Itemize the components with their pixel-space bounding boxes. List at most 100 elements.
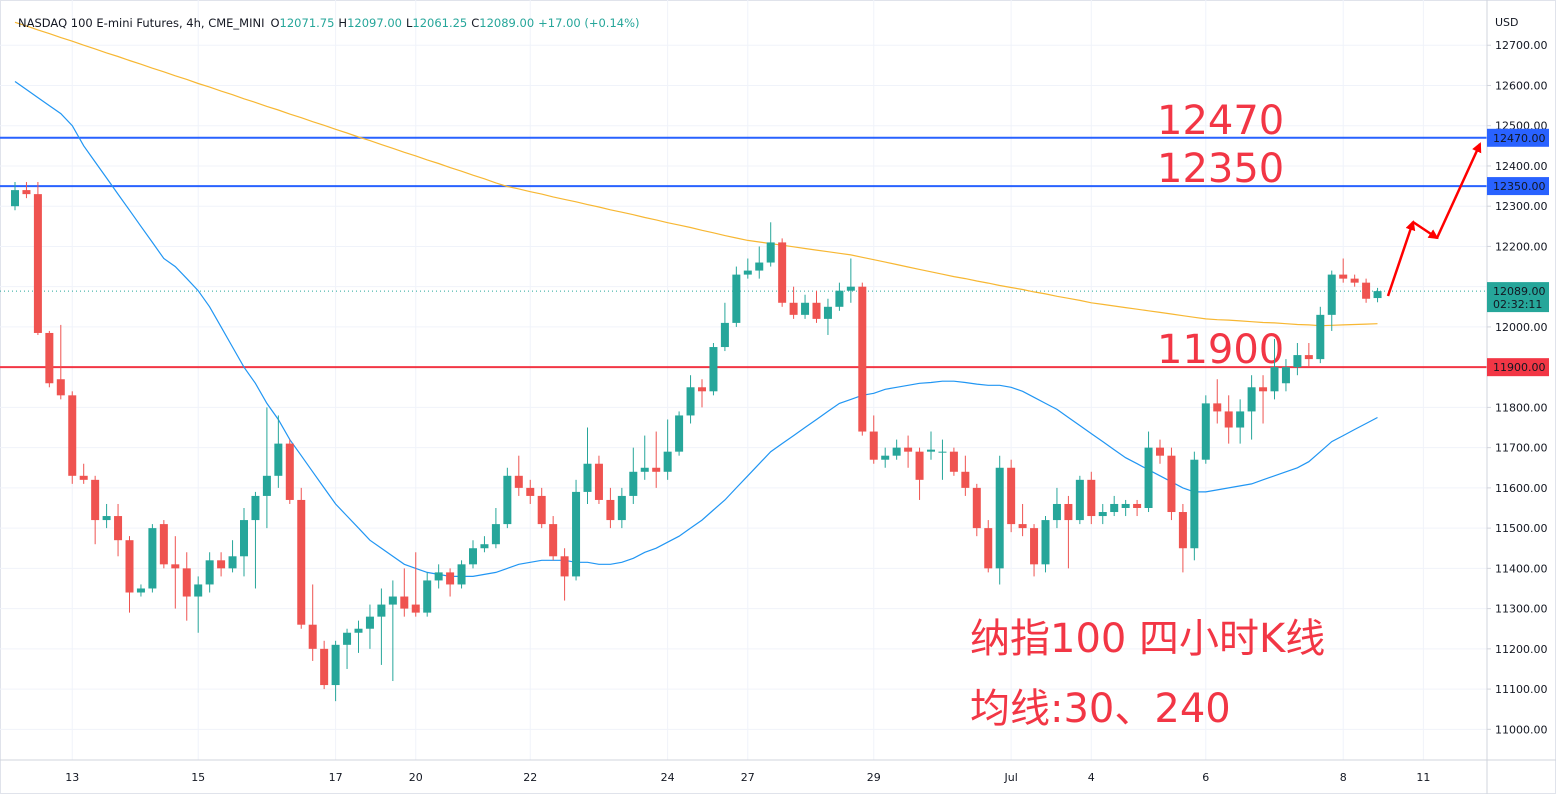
candle-body <box>503 475 512 525</box>
candle-body <box>675 415 684 452</box>
y-tick-label: 12300.00 <box>1495 200 1548 213</box>
last-price-label: 12089.00 <box>1493 285 1546 298</box>
candle-body <box>835 290 844 307</box>
y-tick-label: 11800.00 <box>1495 401 1548 414</box>
candle-body <box>354 628 363 633</box>
candle-body <box>1190 459 1199 549</box>
candle-body <box>320 648 329 686</box>
candle-body <box>228 556 237 569</box>
candle-body <box>927 449 935 452</box>
x-tick-label: 20 <box>409 771 423 784</box>
candle-body <box>262 475 271 496</box>
annotation: 纳指100 四小时K线 <box>970 616 1325 662</box>
x-tick-label: 8 <box>1340 771 1347 784</box>
drawn-arrows <box>1386 142 1482 297</box>
x-tick-label: 22 <box>523 771 537 784</box>
x-tick-label: 27 <box>741 771 755 784</box>
candle-body <box>743 270 752 275</box>
y-tick-label: 11600.00 <box>1495 482 1548 495</box>
candle-body <box>251 495 260 521</box>
ohlc-label: L <box>406 16 413 30</box>
x-tick-label: Jul <box>1004 771 1018 784</box>
candle-body <box>846 286 855 291</box>
candle-body <box>1075 479 1084 521</box>
candle-body <box>434 572 443 581</box>
y-tick-label: 12000.00 <box>1495 321 1548 334</box>
candle-body <box>308 624 317 649</box>
x-tick-label: 24 <box>661 771 675 784</box>
candle-body <box>125 540 134 593</box>
candle-body <box>45 332 54 384</box>
candle-body <box>423 580 432 613</box>
level-label-box <box>1487 128 1549 147</box>
x-tick-label: 17 <box>329 771 343 784</box>
candle-body <box>1362 282 1371 299</box>
y-tick-label: 12200.00 <box>1495 240 1548 253</box>
arrow <box>1412 220 1439 240</box>
candle-body <box>1281 367 1290 384</box>
candle-body <box>766 242 775 263</box>
candle-body <box>1201 403 1210 460</box>
ohlc-label: H <box>338 16 347 30</box>
last-price-box <box>1487 282 1549 313</box>
candle-body <box>709 347 718 392</box>
candle-body <box>68 395 77 476</box>
candle-body <box>514 475 523 488</box>
candle-body <box>377 604 386 617</box>
candle-body <box>91 479 100 521</box>
x-tick-label: 15 <box>191 771 205 784</box>
candle-body <box>1327 274 1336 315</box>
candle-body <box>205 560 214 585</box>
candle-body <box>1110 503 1119 513</box>
y-tick-label: 11400.00 <box>1495 562 1548 575</box>
candle-body <box>1373 291 1382 299</box>
candle-body <box>1304 355 1313 360</box>
candle-body <box>491 524 500 545</box>
candle-body <box>1270 367 1279 392</box>
candle-body <box>663 451 672 472</box>
candle-body <box>33 194 42 333</box>
candle-body <box>79 475 88 480</box>
candle-body <box>1247 387 1256 412</box>
candle-body <box>823 306 832 319</box>
candle-body <box>194 584 203 597</box>
candle-body <box>1030 528 1039 565</box>
candle-body <box>720 322 729 348</box>
level-annotation: 11900 <box>1157 327 1284 373</box>
candle-body <box>240 520 248 557</box>
header: NASDAQ 100 E-mini Futures, 4h, CME_MINI O… <box>18 16 640 30</box>
y-tick-label: 12600.00 <box>1495 79 1548 92</box>
candle-body <box>1213 403 1222 412</box>
candle-body <box>594 463 603 500</box>
candle-body <box>217 560 226 569</box>
candle-body <box>995 467 1004 569</box>
candle-body <box>961 471 970 488</box>
candle-body <box>297 499 306 625</box>
candle-body <box>629 471 638 496</box>
candle-body <box>698 387 706 392</box>
candle-body <box>869 431 878 460</box>
candle-body <box>1224 411 1233 428</box>
candle-body <box>182 568 191 597</box>
x-tick-label: 11 <box>1416 771 1430 784</box>
candle-body <box>915 451 924 480</box>
candle-body <box>343 632 352 645</box>
candle-body <box>171 564 180 569</box>
y-tick-label: 11100.00 <box>1495 683 1548 696</box>
candle-body <box>801 302 810 315</box>
candle-body <box>938 451 947 453</box>
arrow <box>1435 142 1482 239</box>
level-annotation: 12470 <box>1157 98 1284 144</box>
level-label: 12470.00 <box>1493 132 1546 145</box>
candle-body <box>1007 467 1016 525</box>
y-tick-label: 11500.00 <box>1495 522 1548 535</box>
candle-body <box>365 616 374 629</box>
candle-body <box>457 564 466 585</box>
candle-body <box>1098 512 1107 517</box>
ohlc-label: O <box>270 16 279 30</box>
level-label-box <box>1487 177 1549 196</box>
candle-body <box>1259 387 1268 392</box>
